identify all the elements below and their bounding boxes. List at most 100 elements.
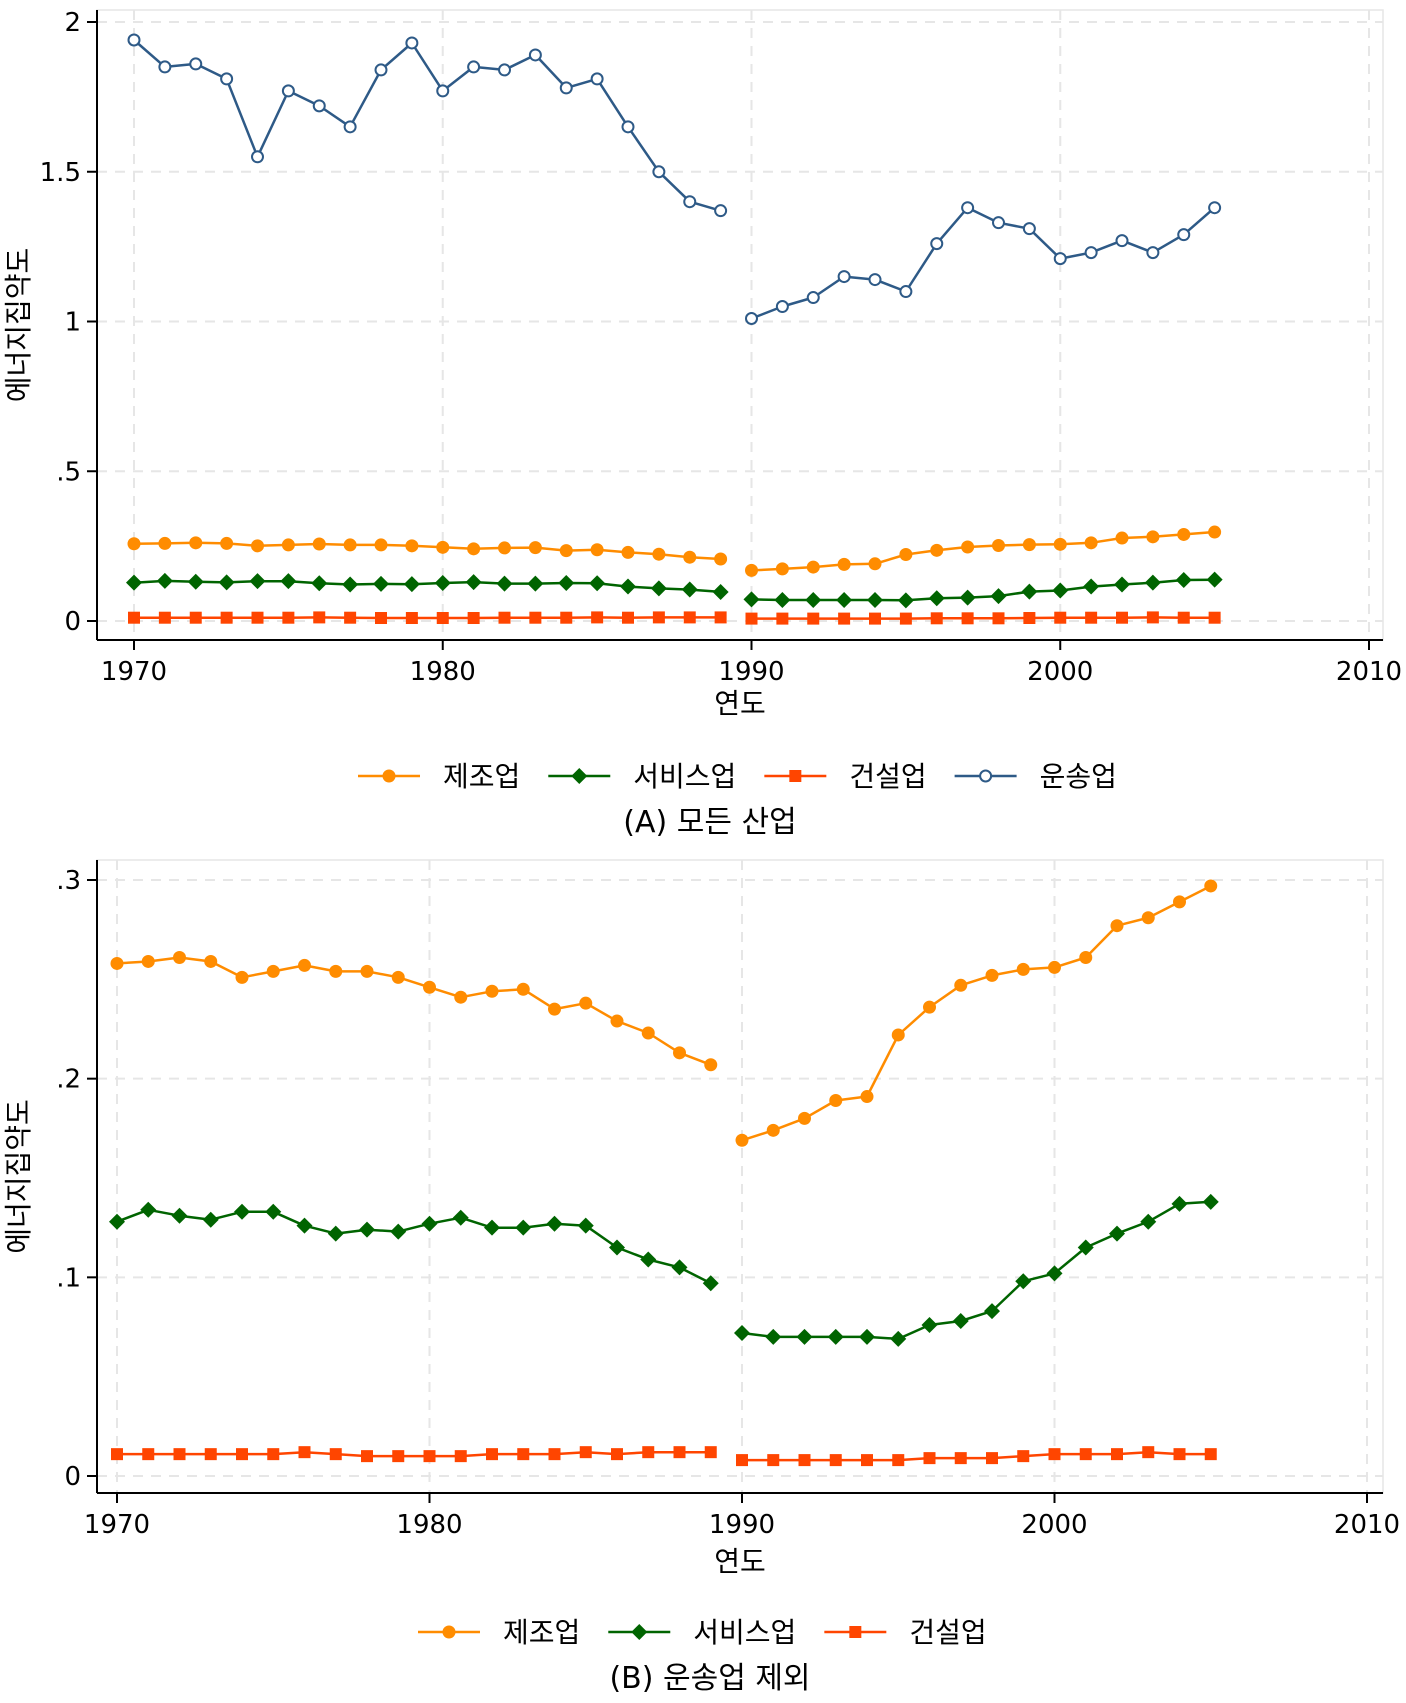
data-point-construction bbox=[652, 611, 665, 624]
data-point-transport bbox=[961, 201, 975, 215]
data-point-services bbox=[577, 1217, 594, 1234]
x-tick-label: 2000 bbox=[1027, 657, 1093, 687]
data-point-construction bbox=[128, 611, 140, 624]
data-point-services bbox=[734, 1324, 750, 1341]
data-point-construction bbox=[454, 1450, 467, 1463]
data-point-construction bbox=[923, 1452, 936, 1465]
data-point-construction bbox=[807, 612, 820, 625]
data-point-construction bbox=[1204, 1448, 1217, 1461]
data-point-manufacturing bbox=[610, 1014, 624, 1028]
data-point-transport bbox=[621, 120, 635, 134]
data-point-services bbox=[280, 573, 297, 590]
data-point-services bbox=[202, 1211, 219, 1228]
data-point-services bbox=[765, 1328, 782, 1345]
data-point-services bbox=[650, 580, 667, 597]
data-point-manufacturing bbox=[798, 1111, 811, 1125]
data-point-construction bbox=[236, 1448, 248, 1461]
data-point-services bbox=[827, 1328, 844, 1345]
data-point-services bbox=[327, 1225, 344, 1242]
data-point-manufacturing bbox=[1146, 530, 1160, 544]
data-point-manufacturing bbox=[1079, 950, 1093, 964]
data-point-transport bbox=[528, 48, 542, 62]
data-point-construction bbox=[1173, 1448, 1186, 1461]
data-point-manufacturing bbox=[485, 984, 499, 998]
data-point-manufacturing bbox=[590, 543, 604, 557]
data-point-services bbox=[265, 1203, 282, 1220]
data-point-transport bbox=[837, 270, 851, 284]
data-point-construction bbox=[173, 1448, 186, 1461]
data-point-construction bbox=[961, 612, 974, 625]
data-point-construction bbox=[1048, 1448, 1061, 1461]
data-point-construction bbox=[1085, 611, 1098, 624]
data-point-services bbox=[546, 1215, 563, 1232]
data-point-manufacturing bbox=[220, 536, 234, 550]
data-point-manufacturing bbox=[806, 560, 820, 574]
data-point-services bbox=[890, 1330, 907, 1347]
data-point-manufacturing bbox=[1204, 879, 1218, 893]
data-point-services bbox=[796, 1328, 813, 1345]
data-point-construction bbox=[1116, 611, 1128, 624]
data-point-manufacturing bbox=[899, 548, 913, 562]
data-point-manufacturing bbox=[985, 968, 999, 982]
data-point-construction bbox=[282, 611, 295, 624]
data-point-manufacturing bbox=[1022, 538, 1036, 552]
data-point-transport bbox=[251, 150, 264, 164]
y-tick-label: .5 bbox=[56, 457, 81, 487]
data-point-construction bbox=[736, 1454, 748, 1467]
data-point-construction bbox=[1054, 611, 1067, 624]
data-point-services bbox=[1021, 583, 1038, 600]
data-point-construction bbox=[405, 612, 418, 625]
x-tick-label: 1980 bbox=[410, 657, 476, 687]
data-point-services bbox=[140, 1201, 157, 1218]
data-point-manufacturing bbox=[1110, 919, 1124, 933]
data-point-services bbox=[1083, 578, 1100, 595]
data-point-manufacturing bbox=[329, 964, 343, 978]
data-point-manufacturing bbox=[961, 540, 975, 554]
data-point-manufacturing bbox=[405, 539, 419, 553]
data-point-services bbox=[109, 1213, 125, 1230]
data-point-services bbox=[403, 576, 420, 593]
data-point-manufacturing bbox=[251, 539, 264, 553]
data-point-construction bbox=[111, 1448, 123, 1461]
data-point-transport bbox=[1084, 246, 1098, 260]
legend-marker-construction bbox=[789, 770, 802, 782]
data-point-services bbox=[234, 1203, 250, 1220]
series-line-manufacturing bbox=[751, 530, 1215, 572]
data-point-manufacturing bbox=[714, 552, 728, 566]
data-point-construction bbox=[1142, 1446, 1155, 1459]
series-line-services bbox=[751, 578, 1215, 602]
data-point-manufacturing bbox=[343, 538, 357, 552]
x-tick-label: 1990 bbox=[709, 1510, 775, 1540]
data-point-construction bbox=[548, 1448, 561, 1461]
data-point-manufacturing bbox=[868, 557, 882, 571]
data-point-services bbox=[171, 1207, 188, 1224]
data-point-services bbox=[465, 574, 482, 591]
data-point-construction bbox=[798, 1454, 811, 1467]
data-point-construction bbox=[611, 1448, 623, 1461]
data-point-services bbox=[640, 1251, 657, 1268]
data-point-transport bbox=[281, 84, 295, 98]
data-point-services bbox=[609, 1239, 625, 1256]
data-point-transport bbox=[158, 60, 172, 74]
data-point-services bbox=[373, 575, 389, 592]
data-point-transport bbox=[127, 33, 141, 47]
data-point-manufacturing bbox=[281, 538, 295, 552]
y-tick-label: 2 bbox=[64, 8, 81, 38]
data-point-transport bbox=[683, 195, 697, 209]
x-tick-label: 1970 bbox=[101, 657, 167, 687]
data-point-services bbox=[589, 575, 606, 592]
legend-label-transport: 운송업 bbox=[1040, 760, 1117, 793]
data-point-manufacturing bbox=[829, 1094, 843, 1108]
y-tick-label: 1.5 bbox=[40, 158, 81, 188]
data-point-manufacturing bbox=[235, 970, 249, 984]
data-point-services bbox=[620, 578, 636, 595]
data-point-services bbox=[359, 1221, 375, 1238]
x-tick-label: 2010 bbox=[1336, 657, 1402, 687]
data-point-services bbox=[897, 592, 914, 609]
data-point-manufacturing bbox=[954, 978, 968, 992]
data-point-services bbox=[712, 583, 729, 600]
data-point-construction bbox=[869, 612, 881, 625]
data-point-manufacturing bbox=[704, 1058, 718, 1072]
data-point-manufacturing bbox=[548, 1002, 561, 1016]
